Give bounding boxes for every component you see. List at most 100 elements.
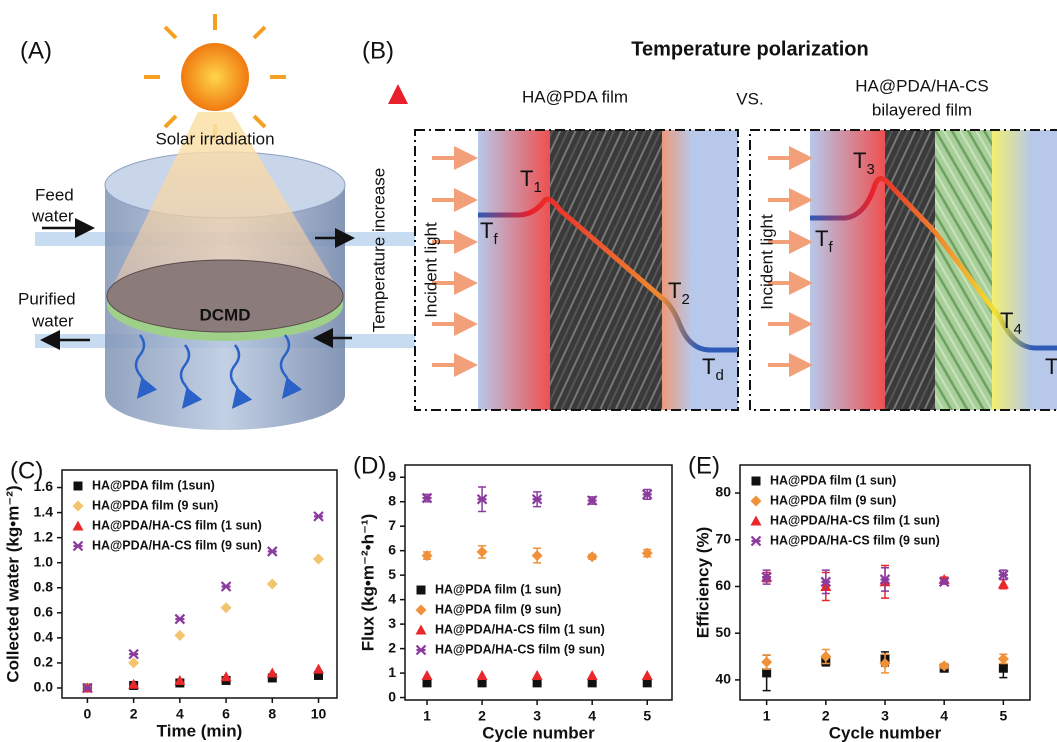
marker — [532, 670, 543, 680]
x-tick-label: 4 — [176, 706, 184, 722]
x-tick-label: 8 — [268, 706, 276, 722]
y-tick-label: 0 — [388, 688, 396, 704]
marker — [175, 615, 184, 624]
marker — [587, 670, 598, 680]
legend-marker — [416, 625, 427, 635]
temperature-symbol: T — [480, 218, 493, 243]
x-tick-label: 2 — [478, 708, 486, 724]
marker — [268, 547, 277, 556]
legend-label: HA@PDA film (1 sun) — [770, 473, 896, 487]
temperature-subscript: 4 — [1013, 321, 1021, 338]
x-tick-label: 1 — [423, 708, 431, 724]
band — [992, 130, 1032, 410]
x-tick-label: 5 — [999, 708, 1007, 724]
y-tick-label: 4 — [388, 590, 396, 606]
y-tick-label: 60 — [715, 577, 731, 593]
beam-label: Solar irradiation — [155, 129, 274, 148]
figure: (A) Solar irradiation Feed water Purifie… — [0, 0, 1057, 742]
legend-label: HA@PDA/HA-CS film (1 sun) — [92, 518, 262, 532]
y-tick-label: 70 — [715, 530, 731, 546]
x-tick-label: 1 — [763, 708, 771, 724]
marker — [999, 664, 1008, 673]
legend-marker — [751, 516, 762, 526]
x-tick-label: 3 — [533, 708, 541, 724]
x-tick-label: 3 — [881, 708, 889, 724]
temperature-subscript: 3 — [866, 161, 874, 178]
x-axis-label: Cycle number — [829, 723, 942, 742]
marker — [587, 551, 598, 562]
legend-label: HA@PDA/HA-CS film (9 sun) — [435, 642, 605, 656]
band — [662, 130, 692, 410]
temperature-subscript: d — [715, 367, 723, 384]
legend-label: HA@PDA film (9 sun) — [435, 602, 561, 616]
y-tick-label: 0.0 — [34, 679, 54, 695]
legend-label: HA@PDA/HA-CS film (1 sun) — [770, 513, 940, 527]
y-tick-label: 8 — [388, 492, 396, 508]
x-tick-label: 6 — [222, 706, 230, 722]
sun — [181, 43, 249, 111]
y-tick-label: 0.4 — [34, 629, 54, 645]
x-tick-label: 5 — [643, 708, 651, 724]
film-title: HA@PDA film — [522, 87, 628, 106]
y-tick-label: 80 — [715, 484, 731, 500]
y-tick-label: 7 — [388, 517, 396, 533]
marker — [642, 670, 653, 680]
legend-marker — [73, 521, 84, 531]
comparison-label: VS. — [736, 89, 763, 108]
legend-marker — [417, 586, 426, 595]
charts: (C)02468100.00.20.40.60.81.01.21.41.6Tim… — [3, 452, 1030, 742]
legend-label: HA@PDA film (1sun) — [92, 478, 215, 492]
y-tick-label: 1.0 — [34, 553, 54, 569]
legend-marker — [752, 537, 761, 546]
temperature-symbol: T — [1045, 354, 1057, 379]
temperature-symbol: T — [815, 226, 828, 251]
marker — [314, 512, 323, 521]
y-tick-label: 1 — [388, 664, 396, 680]
panel-label: (B) — [362, 37, 394, 64]
marker — [422, 670, 433, 680]
marker — [477, 546, 488, 557]
inlet-label: Feed — [35, 185, 74, 204]
y-tick-label: 9 — [388, 468, 396, 484]
y-tick-label: 3 — [388, 615, 396, 631]
x-tick-label: 2 — [822, 708, 830, 724]
panel-b: (B) Temperature polarization Temperature… — [362, 37, 1057, 410]
y-tick-label: 0.8 — [34, 578, 54, 594]
legend-label: HA@PDA film (9 sun) — [92, 498, 218, 512]
outlet-label: water — [31, 311, 74, 330]
legend-label: HA@PDA film (9 sun) — [770, 493, 896, 507]
temperature-symbol: T — [520, 166, 533, 191]
legend-marker — [416, 605, 427, 616]
y-tick-label: 0.6 — [34, 604, 54, 620]
marker — [174, 630, 185, 641]
fiber-layer — [885, 130, 935, 410]
marker — [761, 657, 772, 668]
legend-marker — [752, 477, 761, 486]
x-tick-label: 4 — [940, 708, 948, 724]
fiber-layer — [550, 130, 662, 410]
legend-marker — [417, 646, 426, 655]
temperature-subscript: 1 — [533, 179, 541, 196]
y-axis-label: Flux (kg•m⁻²•h⁻¹) — [358, 514, 377, 652]
temperature-symbol: T — [668, 278, 681, 303]
y-tick-label: 1.6 — [34, 478, 54, 494]
temperature-symbol: T — [1000, 308, 1013, 333]
panel-a: (A) Solar irradiation Feed water Purifie… — [18, 14, 415, 430]
marker — [267, 579, 278, 590]
marker — [998, 653, 1009, 664]
y-tick-label: 6 — [388, 541, 396, 557]
light-label: Incident light — [421, 222, 440, 318]
panel-label: (E) — [688, 452, 720, 479]
y-tick-label: 40 — [715, 671, 731, 687]
temperature-arrow-head — [388, 84, 408, 104]
legend-marker — [74, 482, 83, 491]
y-axis-label: Efficiency (%) — [693, 527, 712, 638]
module-label: DCMD — [200, 305, 251, 324]
x-tick-label: 0 — [84, 706, 92, 722]
x-axis-label: Time (min) — [157, 721, 243, 740]
legend-label: HA@PDA/HA-CS film (9 sun) — [92, 538, 262, 552]
band — [478, 130, 550, 410]
y-axis-label: Collected water (kg•m⁻²) — [3, 485, 22, 682]
legend-marker — [751, 496, 762, 507]
x-tick-label: 4 — [588, 708, 596, 724]
